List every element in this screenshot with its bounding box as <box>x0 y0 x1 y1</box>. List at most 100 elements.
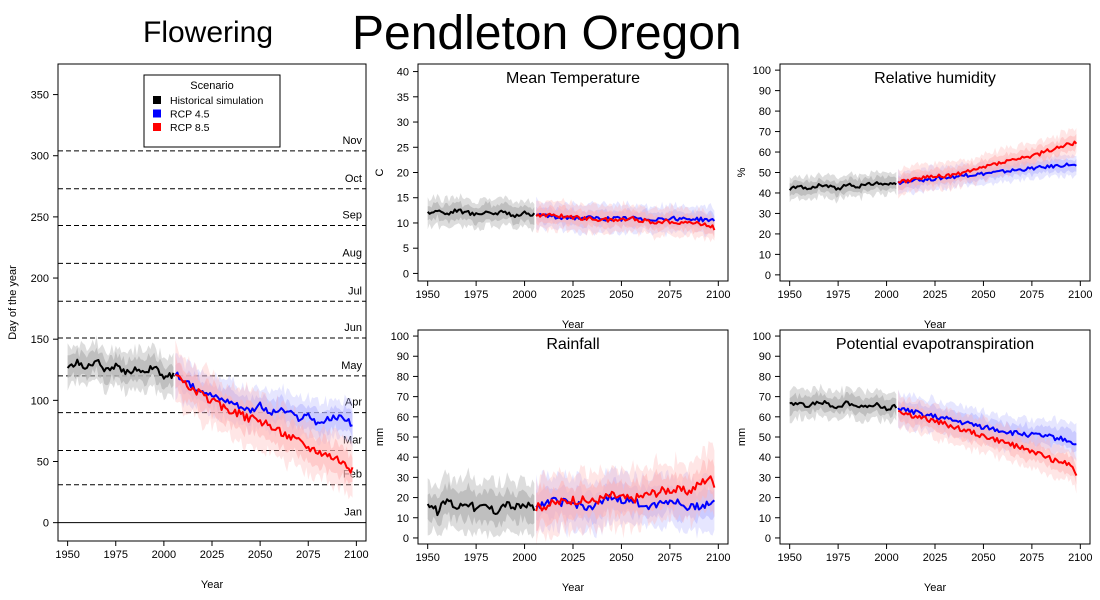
panel-title: Relative humidity <box>874 70 996 87</box>
y-tick-label: 10 <box>397 513 409 525</box>
y-axis-label: mm <box>736 428 748 446</box>
x-tick-label: 2050 <box>971 552 995 564</box>
x-tick-label: 2100 <box>344 549 368 561</box>
x-tick-label: 2000 <box>512 289 536 301</box>
y-tick-label: 40 <box>397 67 409 79</box>
month-label-apr: Apr <box>345 397 362 409</box>
y-tick-label: 300 <box>31 151 49 163</box>
x-tick-label: 2025 <box>200 549 224 561</box>
plot-area <box>426 193 716 243</box>
x-tick-label: 2025 <box>561 552 585 564</box>
x-tick-label: 2100 <box>1068 552 1092 564</box>
y-tick-label: 70 <box>397 392 409 404</box>
y-tick-label: 40 <box>397 452 409 464</box>
x-tick-label: 2100 <box>1068 289 1092 301</box>
y-tick-label: 40 <box>759 452 771 464</box>
y-tick-label: 100 <box>753 331 771 343</box>
x-tick-label: 2000 <box>152 549 176 561</box>
y-tick-label: 35 <box>397 92 409 104</box>
x-tick-label: 2025 <box>923 552 947 564</box>
legend-swatch <box>153 96 161 104</box>
series-band-rcp85 <box>175 354 353 485</box>
x-tick-label: 2000 <box>874 552 898 564</box>
x-axis-label: Year <box>924 319 947 331</box>
y-tick-label: 15 <box>397 193 409 205</box>
y-tick-label: 350 <box>31 90 49 102</box>
y-tick-label: 80 <box>759 371 771 383</box>
x-tick-label: 1975 <box>826 289 850 301</box>
legend: Scenario Historical simulation RCP 4.5RCP … <box>143 74 281 148</box>
plot-area <box>426 441 716 544</box>
x-axis-label: Year <box>201 579 224 591</box>
legend-entry: Historical simulation <box>170 95 264 107</box>
y-tick-label: 60 <box>397 412 409 424</box>
legend-entry: RCP 8.5 <box>170 122 210 134</box>
y-tick-label: 0 <box>403 533 409 545</box>
panel-title: Potential evapotranspiration <box>836 336 1034 353</box>
month-label-jun: Jun <box>344 322 362 334</box>
x-tick-label: 2050 <box>248 549 272 561</box>
x-tick-label: 1950 <box>415 552 439 564</box>
y-tick-label: 100 <box>391 331 409 343</box>
y-tick-label: 20 <box>759 229 771 241</box>
relative-humidity-chart: 1950 1975 2000 2025 2050 2075 2100 Year 0 10 20 30 4… <box>736 63 1093 331</box>
y-axis-label: % <box>736 167 748 177</box>
y-tick-label: 50 <box>759 168 771 180</box>
y-tick-label: 200 <box>31 273 49 285</box>
series-line-historical <box>788 181 897 191</box>
y-tick-label: 60 <box>759 412 771 424</box>
y-tick-label: 70 <box>759 392 771 404</box>
series-line-rcp85 <box>897 409 1078 477</box>
y-axis-label: C <box>374 168 386 176</box>
legend-box <box>143 74 281 148</box>
y-axis-label: Day of the year <box>7 265 19 340</box>
y-tick-label: 30 <box>397 117 409 129</box>
x-tick-label: 2075 <box>658 289 682 301</box>
y-tick-label: 20 <box>759 493 771 505</box>
y-tick-label: 90 <box>759 351 771 363</box>
y-tick-label: 50 <box>759 432 771 444</box>
month-label-may: May <box>341 360 362 372</box>
y-tick-label: 70 <box>759 127 771 139</box>
x-tick-label: 2075 <box>1020 289 1044 301</box>
x-axis-label: Year <box>562 582 585 594</box>
y-tick-label: 100 <box>753 65 771 77</box>
flowering-title: Flowering <box>143 16 274 49</box>
month-label-aug: Aug <box>342 247 362 259</box>
y-tick-label: 50 <box>397 432 409 444</box>
series-line-historical <box>66 358 175 380</box>
y-tick-label: 0 <box>765 533 771 545</box>
series-line-historical <box>426 498 536 517</box>
y-tick-label: 150 <box>31 334 49 346</box>
series-line-historical <box>426 208 536 219</box>
y-tick-label: 10 <box>759 249 771 261</box>
y-tick-label: 0 <box>43 518 49 530</box>
x-tick-label: 1950 <box>777 552 801 564</box>
plot-area <box>66 335 354 500</box>
series-line-rcp45 <box>897 407 1077 446</box>
y-tick-label: 10 <box>759 513 771 525</box>
series-line-rcp85 <box>897 140 1078 184</box>
y-tick-label: 25 <box>397 142 409 154</box>
x-tick-label: 2050 <box>609 552 633 564</box>
x-tick-label: 1975 <box>826 552 850 564</box>
legend-entry: RCP 4.5 <box>170 109 210 121</box>
series-line-rcp45 <box>174 371 353 427</box>
month-label-jan: Jan <box>344 507 362 519</box>
x-tick-label: 1950 <box>415 289 439 301</box>
y-tick-label: 100 <box>31 395 49 407</box>
y-tick-label: 20 <box>397 493 409 505</box>
rainfall-chart: 1950 1975 2000 2025 2050 2075 2100 Year 0 10 20 30 4… <box>374 329 731 594</box>
panel-title: Mean Temperature <box>506 70 640 87</box>
y-tick-label: 0 <box>765 270 771 282</box>
month-label-sep: Sep <box>342 209 362 221</box>
plot-area <box>789 383 1078 494</box>
x-tick-label: 2050 <box>609 289 633 301</box>
y-tick-label: 20 <box>397 168 409 180</box>
mean-temperature-chart: 1950 1975 2000 2025 2050 2075 2100Year05101520… <box>374 63 731 331</box>
page-title: Pendleton Oregon <box>352 7 742 60</box>
series-line-rcp85 <box>535 475 716 512</box>
x-tick-label: 2000 <box>512 552 536 564</box>
